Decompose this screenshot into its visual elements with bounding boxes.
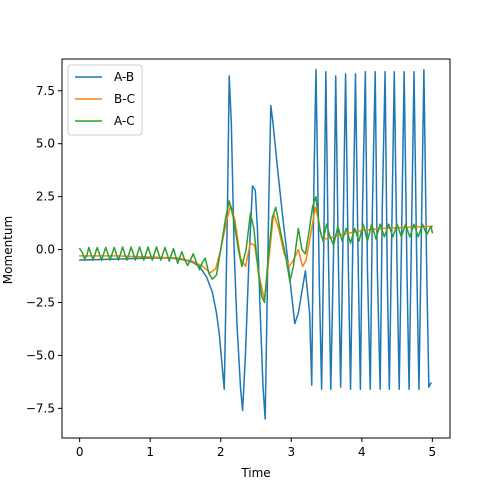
x-tick-label: 4 bbox=[358, 445, 366, 459]
legend-label-b-c: B-C bbox=[114, 92, 135, 106]
legend-label-a-c: A-C bbox=[114, 114, 135, 128]
y-tick-label: 7.5 bbox=[36, 84, 55, 98]
y-tick-label: 5.0 bbox=[36, 137, 55, 151]
x-tick-label: 5 bbox=[429, 445, 437, 459]
legend: A-B B-C A-C bbox=[67, 64, 143, 136]
x-tick-label: 0 bbox=[76, 445, 84, 459]
series-lines bbox=[78, 68, 434, 420]
series-line-a-b bbox=[78, 68, 432, 420]
x-tick-label: 1 bbox=[146, 445, 154, 459]
series-line-a-c bbox=[78, 195, 434, 304]
axes: 0 1 2 3 4 5 −7.5 −5.0 −2.5 0.0 2.5 5.0 7.5 bbox=[26, 58, 451, 459]
y-tick-label: 0.0 bbox=[36, 243, 55, 257]
y-tick-label: 2.5 bbox=[36, 190, 55, 204]
x-axis-label: Time bbox=[240, 466, 270, 480]
y-axis-label: Momentum bbox=[1, 216, 15, 284]
legend-label-a-b: A-B bbox=[114, 70, 134, 84]
plot-area bbox=[78, 68, 434, 420]
axes-frame bbox=[61, 58, 451, 439]
y-tick-label: −2.5 bbox=[26, 295, 55, 309]
x-tick-label: 2 bbox=[217, 445, 225, 459]
legend-box bbox=[67, 64, 143, 136]
x-tick-label: 3 bbox=[287, 445, 295, 459]
y-tick-label: −7.5 bbox=[26, 401, 55, 415]
y-tick-label: −5.0 bbox=[26, 348, 55, 362]
